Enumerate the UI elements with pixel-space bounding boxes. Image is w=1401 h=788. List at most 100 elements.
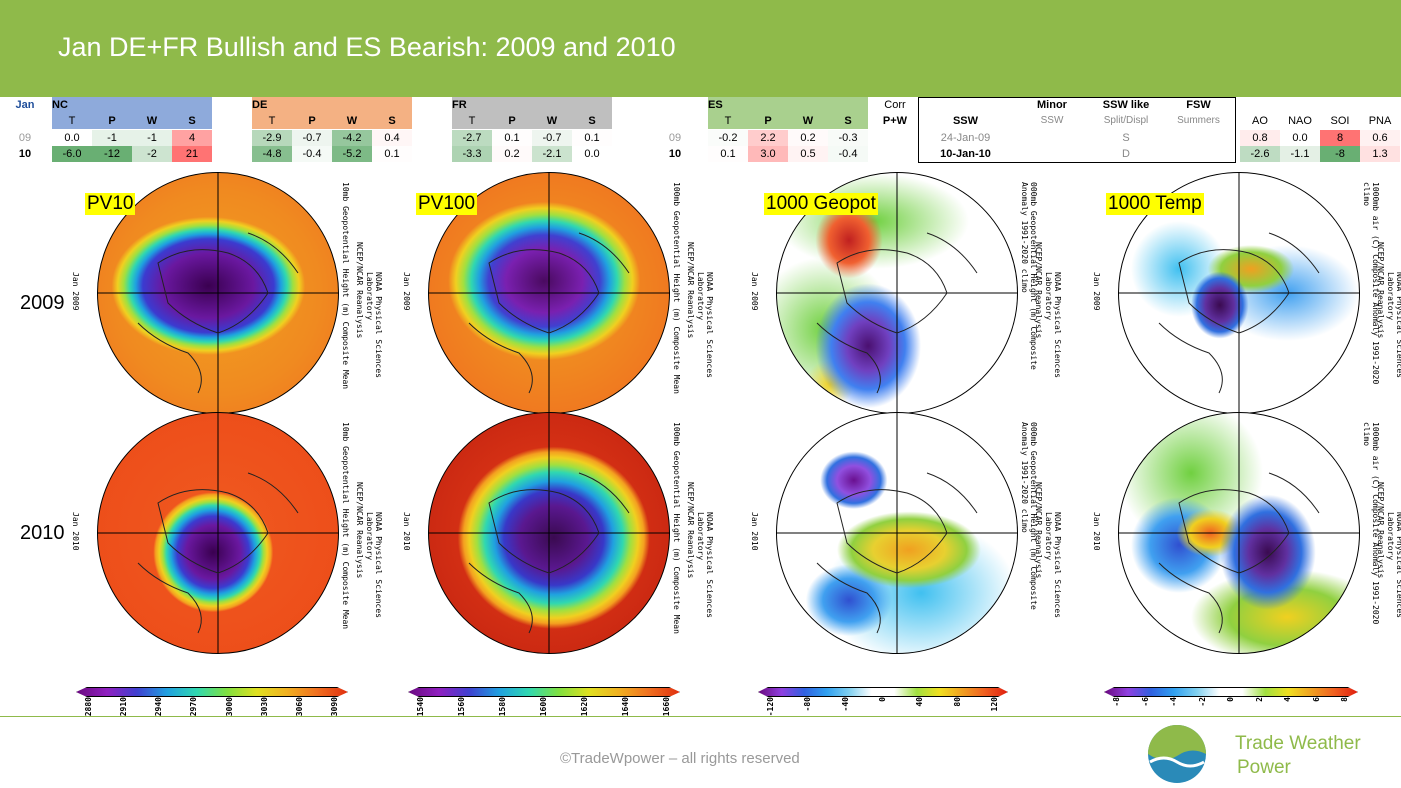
es-09-0: -0.2 xyxy=(708,130,748,146)
colorbar-tick: -80 xyxy=(803,697,813,712)
fr-header: FR xyxy=(452,97,492,113)
nc-col-P: P xyxy=(92,113,132,129)
de-10-2: -5.2 xyxy=(332,146,372,162)
idx-col-PNA: PNA xyxy=(1368,115,1392,127)
colorbar-tick: 1620 xyxy=(580,697,589,717)
colorbar-tick: 2880 xyxy=(84,697,93,717)
de-col-P: P xyxy=(292,113,332,129)
fr-col-W: W xyxy=(532,113,572,129)
de-10-3: 0.1 xyxy=(372,146,412,162)
map-month: Jan 2009 xyxy=(71,272,80,311)
logo-line1: Trade Weather xyxy=(1235,733,1361,754)
es-row-09: 09 xyxy=(668,132,682,144)
idx-10-3: 1.3 xyxy=(1360,146,1400,162)
ssw-label: SSW xyxy=(952,115,979,127)
map-month: Jan 2010 xyxy=(71,512,80,551)
de-header: DE xyxy=(252,97,292,113)
nc-10-0: -6.0 xyxy=(52,146,92,162)
row-label-10: 10 xyxy=(18,148,32,160)
pw-label: P+W xyxy=(882,115,908,127)
fr-col-T: T xyxy=(452,113,492,129)
map-month: Jan 2010 xyxy=(402,512,411,551)
colorbar-tick: 1540 xyxy=(416,697,425,717)
copyright-text: ©TradeWpower – all rights reserved xyxy=(560,750,800,767)
de-col-T: T xyxy=(252,113,292,129)
map-label: 1000 Geopot xyxy=(764,193,878,215)
map-month: Jan 2009 xyxy=(402,272,411,311)
nc-09-0: 0.0 xyxy=(52,130,92,146)
idx-09-0: 0.8 xyxy=(1240,130,1280,146)
map-source: NCEP/NCAR Reanalysis xyxy=(1376,482,1385,579)
map-label: 1000 Temp xyxy=(1106,193,1204,215)
colorbar-tick: -40 xyxy=(840,697,850,712)
fr-09-2: -0.7 xyxy=(532,130,572,146)
map-lab: NOAA Physical Sciences Laboratory xyxy=(696,512,714,618)
colorbar-geopot xyxy=(758,687,1008,697)
idx-col-SOI: SOI xyxy=(1330,115,1350,127)
map-source: NCEP/NCAR Reanalysis xyxy=(355,482,364,579)
colorbar-tick: 4 xyxy=(1283,697,1292,702)
map-source: NCEP/NCAR Reanalysis xyxy=(686,242,695,339)
map-month: Jan 2009 xyxy=(1092,272,1101,311)
idx-10-1: -1.1 xyxy=(1280,146,1320,162)
fr-09-3: 0.1 xyxy=(572,130,612,146)
map-caption: 10mb Geopotential Height (m) Composite M… xyxy=(341,422,350,630)
es-09-2: 0.2 xyxy=(788,130,828,146)
es-10-0: 0.1 xyxy=(708,146,748,162)
colorbar-tick: -4 xyxy=(1169,697,1178,707)
map-label: PV10 xyxy=(85,193,136,215)
de-10-0: -4.8 xyxy=(252,146,292,162)
es-09-3: -0.3 xyxy=(828,130,868,146)
map-pv10-2010 xyxy=(97,412,339,654)
es-row-10: 10 xyxy=(668,148,682,160)
row-label-09: 09 xyxy=(18,132,32,144)
map-geo-2010 xyxy=(776,412,1018,654)
nc-10-2: -2 xyxy=(132,146,172,162)
colorbar-tick: 40 xyxy=(915,697,925,707)
de-09-0: -2.9 xyxy=(252,130,292,146)
colorbar-tick: 3030 xyxy=(259,697,269,717)
es-col-T: T xyxy=(708,113,748,129)
ssw-box xyxy=(918,97,1236,163)
idx-09-1: 0.0 xyxy=(1280,130,1320,146)
de-header-fill xyxy=(292,97,412,113)
map-pv100-2010 xyxy=(428,412,670,654)
fr-header-fill xyxy=(492,97,612,113)
colorbar-tick: -8 xyxy=(1112,697,1121,707)
map-lab: NOAA Physical Sciences Laboratory xyxy=(1044,512,1062,618)
es-10-3: -0.4 xyxy=(828,146,868,162)
map-lab: NOAA Physical Sciences Laboratory xyxy=(1044,272,1062,378)
map-temp-2010 xyxy=(1118,412,1360,654)
fr-10-3: 0.0 xyxy=(572,146,612,162)
logo-text: Trade Weather Power xyxy=(1235,732,1361,780)
title-banner: Jan DE+FR Bullish and ES Bearish: 2009 a… xyxy=(0,0,1401,97)
fsw-label: FSW xyxy=(1186,99,1211,111)
nc-09-3: 4 xyxy=(172,130,212,146)
sswlike-sub: Split/Displ xyxy=(1103,115,1149,126)
map-source: NCEP/NCAR Reanalysis xyxy=(1034,482,1043,579)
map-caption: 100mb Geopotential Height (m) Composite … xyxy=(672,182,681,394)
colorbar-tick: 0 xyxy=(1226,697,1235,702)
nc-09-2: -1 xyxy=(132,130,172,146)
colorbar-tick: 3060 xyxy=(294,697,304,717)
map-month: Jan 2010 xyxy=(1092,512,1101,551)
colorbar-pv10 xyxy=(76,687,348,697)
fr-10-0: -3.3 xyxy=(452,146,492,162)
map-lab: NOAA Physical Sciences Laboratory xyxy=(1386,512,1401,618)
colorbar-tick: 3090 xyxy=(330,697,339,717)
nc-col-S: S xyxy=(172,113,212,129)
colorbar-tick: 1600 xyxy=(539,697,548,717)
colorbar-pv100 xyxy=(408,687,680,697)
es-09-1: 2.2 xyxy=(748,130,788,146)
map-month: Jan 2010 xyxy=(750,512,759,551)
fr-col-P: P xyxy=(492,113,532,129)
colorbar-tick: 2970 xyxy=(189,697,199,717)
colorbar-tick: 8 xyxy=(1340,697,1349,702)
de-09-3: 0.4 xyxy=(372,130,412,146)
colorbar-tick: 80 xyxy=(952,697,962,707)
map-pv10-2009 xyxy=(97,172,339,414)
map-caption: 1000mb air (C) Composite Anomaly 1991-20… xyxy=(1362,422,1380,625)
de-09-1: -0.7 xyxy=(292,130,332,146)
colorbar-tick: -2 xyxy=(1197,697,1207,707)
minor-label: Minor xyxy=(1037,99,1067,111)
